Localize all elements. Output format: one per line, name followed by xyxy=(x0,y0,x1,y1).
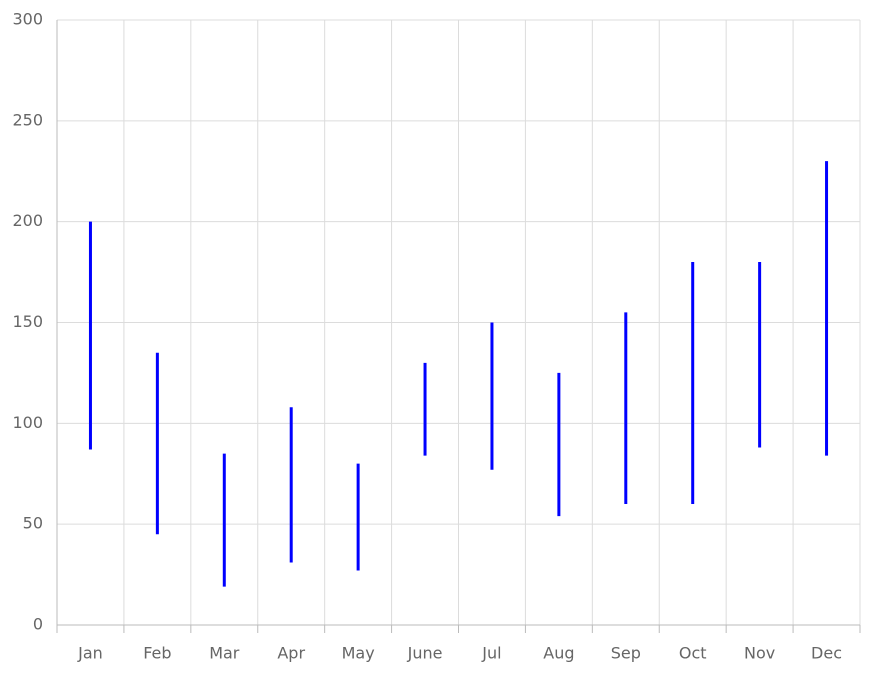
x-tick-label: Sep xyxy=(611,644,641,663)
x-tick-label: May xyxy=(342,644,375,663)
x-tick-label: Dec xyxy=(811,644,842,663)
x-tick-label: Nov xyxy=(744,644,775,663)
y-tick-label: 250 xyxy=(12,110,43,129)
x-tick-label: Aug xyxy=(543,644,574,663)
y-tick-label: 150 xyxy=(12,312,43,331)
y-tick-label: 100 xyxy=(12,413,43,432)
x-tick-label: Jul xyxy=(481,644,501,663)
x-tick-label: Mar xyxy=(209,644,240,663)
x-tick-label: Jan xyxy=(77,644,103,663)
y-tick-label: 300 xyxy=(12,10,43,29)
x-tick-label: June xyxy=(407,644,443,663)
x-tick-label: Apr xyxy=(277,644,305,663)
y-tick-label: 50 xyxy=(23,514,43,533)
x-tick-label: Oct xyxy=(679,644,707,663)
x-tick-label: Feb xyxy=(143,644,171,663)
y-tick-label: 200 xyxy=(12,211,43,230)
y-tick-label: 0 xyxy=(33,615,43,634)
